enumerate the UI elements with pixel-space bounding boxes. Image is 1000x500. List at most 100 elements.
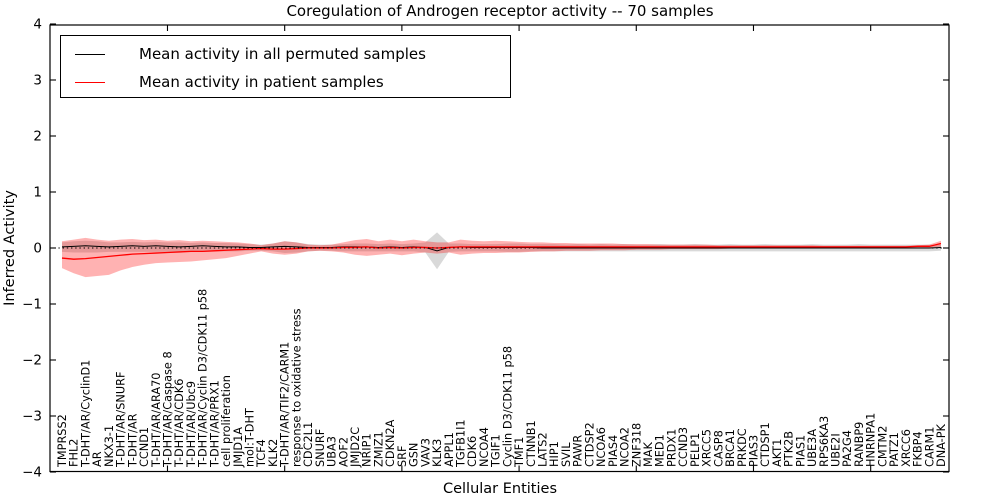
y-tick-label: 2: [33, 129, 42, 145]
x-category-label: BRCA1: [724, 429, 737, 467]
x-category-label: MAK: [642, 442, 655, 467]
x-category-label: PELP1: [689, 433, 702, 467]
x-category-label: mol:T-DHT: [244, 408, 257, 467]
x-category-label: PA2G4: [841, 430, 854, 467]
x-category-label: CDK6: [466, 436, 479, 467]
x-category-label: TMPRSS2: [56, 414, 69, 468]
legend-label: Mean activity in patient samples: [139, 73, 384, 91]
x-category-label: APPL1: [443, 432, 456, 467]
y-tick-label: 3: [33, 73, 42, 89]
y-tick-label: −4: [22, 465, 42, 481]
legend-line-sample-black: [75, 53, 105, 55]
x-category-label: CASP8: [712, 430, 725, 467]
legend-item-patient: Mean activity in patient samples: [61, 72, 384, 92]
x-category-label: TMF1: [513, 437, 526, 468]
x-category-label: CTDSP2: [583, 422, 596, 467]
x-category-label: AR: [91, 451, 104, 467]
x-category-label: T-DHT/AR/Caspase 8: [161, 351, 174, 468]
x-category-label: AOF2: [337, 437, 350, 467]
x-category-label: FHL2: [68, 439, 81, 467]
x-category-label: JMJD2C: [349, 427, 362, 468]
x-category-label: RPS6KA3: [818, 416, 831, 467]
x-category-label: XRCC6: [900, 429, 913, 467]
x-category-label: PIAS4: [607, 435, 620, 467]
x-category-label: Cyclin D3/CDK11 p58: [501, 346, 514, 467]
x-category-label: T-DHT/AR/Cyclin D3/CDK11 p58: [197, 289, 210, 468]
x-category-label: cell proliferation: [220, 375, 233, 467]
x-category-label: T-DHT/AR: [126, 413, 139, 468]
x-category-label: UBE2I: [830, 433, 843, 467]
x-category-label: CDC2L1: [302, 422, 315, 467]
legend-label: Mean activity in all permuted samples: [139, 45, 426, 63]
permuted-band: [62, 232, 941, 270]
x-category-label: XRCC5: [701, 429, 714, 467]
x-category-label: CTDSP1: [759, 422, 772, 467]
x-category-label: T-DHT/AR/Ubc9: [185, 381, 198, 468]
x-category-label: NCOA6: [595, 427, 608, 467]
x-category-label: KLK3: [431, 439, 444, 467]
x-category-label: response to oxidative stress: [290, 308, 303, 467]
x-axis-label: Cellular Entities: [442, 481, 558, 497]
legend-line-sample-red: [75, 81, 105, 83]
x-category-label: HNRNPA1: [865, 413, 878, 467]
chart-title: Coregulation of Androgen receptor activi…: [286, 2, 714, 20]
y-tick-label: 1: [33, 185, 42, 201]
x-category-label: CCND3: [677, 427, 690, 467]
x-category-label: TCF4: [255, 439, 268, 468]
x-category-label: DNA-PK: [935, 423, 948, 467]
y-tick-label: −3: [22, 409, 42, 425]
x-category-label: PTK2B: [783, 431, 796, 467]
patient-band: [62, 237, 941, 278]
x-category-label: PRKDC: [736, 428, 749, 467]
x-category-label: LATS2: [537, 432, 550, 467]
x-category-label: NRIP1: [361, 433, 374, 467]
x-category-label: UBE3A: [806, 429, 819, 467]
x-category-label: RANBP9: [853, 422, 866, 467]
x-category-label: PIAS3: [747, 435, 760, 467]
patient-mean-line: [61, 242, 942, 260]
x-category-label: GSN: [408, 443, 421, 467]
x-category-label: KLK2: [267, 439, 280, 467]
x-category-label: HIP1: [548, 441, 561, 467]
x-category-label: SVIL: [560, 442, 573, 467]
x-category-label: T-DHT/AR/CyclinD1: [79, 360, 92, 468]
legend: Mean activity in all permuted samples Me…: [60, 35, 511, 98]
y-tick-label: −2: [22, 353, 42, 369]
x-category-label: CDKN2A: [384, 419, 397, 467]
x-category-label: PAWR: [572, 435, 585, 467]
x-category-label: VAV3: [419, 438, 432, 467]
legend-item-permuted: Mean activity in all permuted samples: [61, 44, 426, 64]
x-category-label: TGFB1I1: [454, 419, 467, 468]
x-category-label: AKT1: [771, 439, 784, 467]
x-category-label: FKBP4: [912, 431, 925, 467]
x-category-label: CMTM2: [876, 426, 889, 467]
x-category-label: SRF: [396, 445, 409, 467]
x-category-label: T-DHT/AR/PRX1: [208, 380, 221, 468]
x-category-label: NCOA2: [619, 427, 632, 467]
y-axis-label: Inferred Activity: [2, 190, 18, 306]
x-category-label: T-DHT/AR/TIF2/CARM1: [279, 342, 292, 468]
x-category-label: T-DHT/AR/SNURF: [115, 372, 128, 468]
x-category-label: CARM1: [923, 427, 936, 467]
x-category-label: PIAS1: [794, 435, 807, 467]
x-category-label: ZMIZ1: [372, 431, 385, 467]
x-category-label: ZNF318: [630, 423, 643, 467]
x-category-label: PRDX1: [665, 429, 678, 467]
x-category-label: PATZ1: [888, 432, 901, 467]
x-category-label: CTNNB1: [525, 420, 538, 467]
x-category-label: T-DHT/AR/ARA70: [150, 373, 163, 468]
x-category-label: NKX3-1: [103, 425, 116, 467]
x-category-label: MED1: [654, 434, 667, 467]
y-tick-label: −1: [22, 297, 42, 313]
x-category-label: TGIF1: [490, 434, 503, 468]
x-category-label: NCOA4: [478, 427, 491, 467]
x-category-label: CCND1: [138, 427, 151, 467]
y-tick-label: 0: [33, 241, 42, 257]
x-category-label: JMJD1A: [232, 427, 245, 468]
x-category-label: UBA3: [326, 436, 339, 467]
x-category-label: T-DHT/AR/CDK6: [173, 379, 186, 468]
y-tick-label: 4: [33, 17, 42, 33]
x-category-label: SNURF: [314, 429, 327, 467]
